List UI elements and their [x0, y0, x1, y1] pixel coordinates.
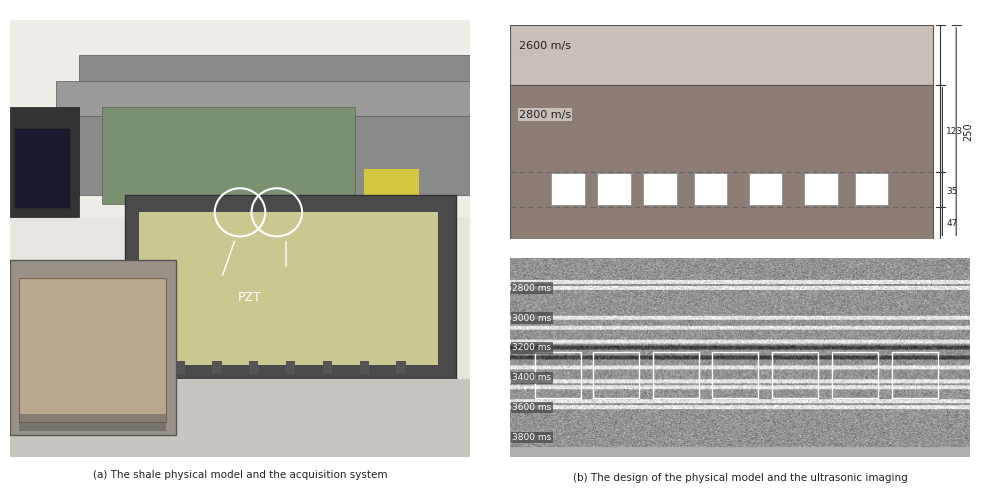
Bar — [15, 129, 70, 208]
Bar — [694, 173, 727, 205]
Text: 2600 m/s: 2600 m/s — [519, 41, 571, 51]
Bar — [286, 361, 295, 374]
Text: (a) The shale physical model and the acquisition system: (a) The shale physical model and the acq… — [93, 470, 387, 481]
Text: 3800 ms: 3800 ms — [512, 433, 552, 442]
Bar — [653, 352, 699, 398]
Text: 2800 m/s: 2800 m/s — [519, 110, 571, 120]
Bar — [396, 361, 406, 374]
Bar — [125, 195, 456, 379]
Text: 47: 47 — [946, 219, 957, 228]
Bar — [892, 352, 938, 398]
Bar — [249, 361, 258, 374]
Bar — [643, 173, 677, 205]
Text: 3600 ms: 3600 ms — [512, 403, 552, 412]
Bar — [10, 260, 176, 435]
Text: 2800 ms: 2800 ms — [512, 284, 551, 293]
Bar — [535, 352, 581, 398]
Bar — [139, 361, 148, 374]
Bar — [593, 352, 639, 398]
Bar — [551, 173, 585, 205]
Text: PZT: PZT — [237, 291, 261, 304]
Bar — [772, 352, 818, 398]
Bar — [212, 361, 222, 374]
Bar — [176, 361, 185, 374]
Text: 3400 ms: 3400 ms — [512, 373, 551, 382]
Bar — [79, 55, 470, 195]
Bar — [855, 173, 888, 205]
Bar — [56, 81, 470, 116]
Bar — [804, 173, 838, 205]
Bar — [749, 173, 782, 205]
Text: 3200 ms: 3200 ms — [512, 343, 551, 352]
Bar — [19, 278, 166, 422]
Text: 3000 ms: 3000 ms — [512, 314, 552, 323]
Bar — [360, 361, 369, 374]
Text: 123: 123 — [946, 127, 963, 136]
Text: (b) The design of the physical model and the ultrasonic imaging: (b) The design of the physical model and… — [573, 473, 907, 483]
Bar — [10, 107, 79, 217]
Bar — [510, 25, 933, 84]
Bar — [712, 352, 758, 398]
Bar — [102, 107, 355, 204]
Bar — [10, 20, 470, 217]
Bar — [364, 168, 419, 204]
Bar — [597, 173, 631, 205]
Bar — [19, 414, 166, 431]
Text: 250: 250 — [963, 122, 973, 141]
Bar — [323, 361, 332, 374]
Bar — [832, 352, 878, 398]
Bar — [10, 379, 470, 457]
Bar — [139, 212, 438, 365]
Text: 35: 35 — [946, 187, 958, 196]
Bar — [510, 84, 933, 239]
